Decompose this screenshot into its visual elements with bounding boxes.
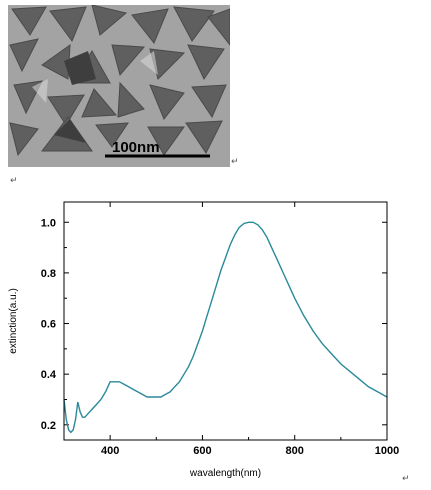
nanoprism-dark (54, 119, 86, 143)
y-axis-label: extinction(a.u.) (8, 288, 19, 354)
nanoprism (95, 122, 129, 148)
nanoprism (131, 8, 169, 44)
scale-bar-label: 100nm (112, 139, 160, 156)
x-tick-label: 400 (101, 445, 119, 457)
paragraph-mark: ↵ (231, 157, 239, 167)
nanoprism-dark (64, 51, 96, 85)
x-tick-label: 800 (286, 445, 304, 457)
nanoprism-light (32, 79, 48, 103)
nanoprism (9, 122, 39, 157)
paragraph-mark: ↵ (402, 474, 410, 484)
paragraph-mark: ↵ (10, 176, 18, 186)
nanoprism (173, 6, 215, 42)
nanoprism (147, 126, 185, 156)
nanoprism (185, 120, 223, 154)
nanoprism-light (140, 51, 158, 75)
extinction-series-line (63, 221, 388, 434)
extinction-chart: 400 600 800 1000 0.2 0.4 0.6 0.8 1.0 extinction(… (0, 190, 431, 490)
nanoprism (47, 94, 85, 126)
y-tick-label: 0.6 (41, 319, 56, 331)
nanoprism (111, 44, 146, 77)
y-tick-label: 0.2 (41, 420, 56, 432)
x-axis-label: wavalength(nm) (189, 468, 261, 479)
tem-micrograph: 100nm (8, 5, 230, 167)
nanoprism (191, 84, 227, 119)
plot-frame (63, 201, 388, 441)
nanoprism (207, 8, 230, 46)
nanoprism (149, 84, 185, 120)
y-tick-label: 0.4 (41, 369, 57, 381)
nanoprism (81, 88, 118, 118)
nanoprism (187, 44, 225, 81)
nanoprism (91, 5, 128, 36)
x-tick-label: 1000 (375, 445, 399, 457)
nanoprism (49, 6, 87, 43)
x-tick-label: 600 (193, 445, 211, 457)
nanoprism (9, 38, 39, 73)
y-tick-label: 0.8 (41, 268, 56, 280)
nanoprism (117, 81, 145, 118)
nanoprism (11, 6, 47, 36)
y-tick-label: 1.0 (41, 217, 56, 229)
